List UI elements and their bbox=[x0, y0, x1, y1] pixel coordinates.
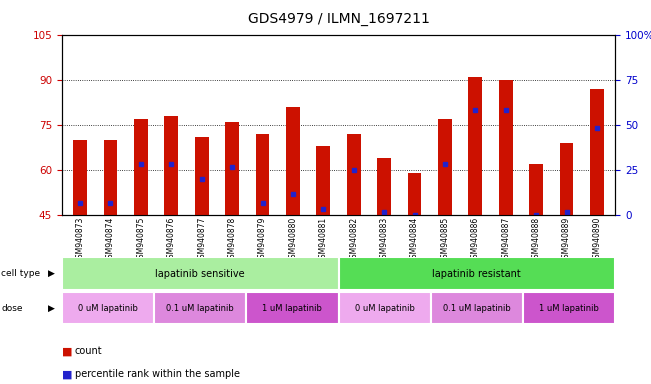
Text: 0 uM lapatinib: 0 uM lapatinib bbox=[355, 304, 415, 313]
Bar bbox=[339, 292, 431, 324]
Text: ■: ■ bbox=[62, 346, 72, 356]
Text: 0.1 uM lapatinib: 0.1 uM lapatinib bbox=[166, 304, 234, 313]
Bar bbox=[438, 119, 452, 215]
Text: GDS4979 / ILMN_1697211: GDS4979 / ILMN_1697211 bbox=[247, 12, 430, 25]
Bar bbox=[154, 292, 246, 324]
Text: 0.1 uM lapatinib: 0.1 uM lapatinib bbox=[443, 304, 511, 313]
Bar bbox=[408, 173, 421, 215]
Bar bbox=[62, 257, 339, 290]
Bar bbox=[246, 292, 339, 324]
Bar bbox=[529, 164, 543, 215]
Bar bbox=[339, 257, 615, 290]
Bar bbox=[286, 107, 299, 215]
Text: 1 uM lapatinib: 1 uM lapatinib bbox=[262, 304, 322, 313]
Text: percentile rank within the sample: percentile rank within the sample bbox=[75, 369, 240, 379]
Bar bbox=[62, 292, 154, 324]
Text: ▶: ▶ bbox=[48, 269, 55, 278]
Bar bbox=[499, 80, 512, 215]
Bar bbox=[256, 134, 270, 215]
Bar bbox=[195, 137, 208, 215]
Bar bbox=[74, 140, 87, 215]
Bar bbox=[316, 146, 330, 215]
Bar bbox=[165, 116, 178, 215]
Text: 0 uM lapatinib: 0 uM lapatinib bbox=[78, 304, 138, 313]
Text: lapatinib sensitive: lapatinib sensitive bbox=[156, 268, 245, 279]
Text: cell type: cell type bbox=[1, 269, 40, 278]
Bar bbox=[347, 134, 361, 215]
Text: count: count bbox=[75, 346, 102, 356]
Text: ■: ■ bbox=[62, 369, 72, 379]
Bar bbox=[378, 158, 391, 215]
Bar bbox=[590, 89, 603, 215]
Text: ▶: ▶ bbox=[48, 304, 55, 313]
Bar bbox=[225, 122, 239, 215]
Bar bbox=[104, 140, 117, 215]
Bar bbox=[431, 292, 523, 324]
Bar bbox=[523, 292, 615, 324]
Bar bbox=[134, 119, 148, 215]
Text: 1 uM lapatinib: 1 uM lapatinib bbox=[539, 304, 599, 313]
Text: lapatinib resistant: lapatinib resistant bbox=[432, 268, 521, 279]
Bar bbox=[469, 77, 482, 215]
Text: dose: dose bbox=[1, 304, 23, 313]
Bar bbox=[560, 143, 574, 215]
